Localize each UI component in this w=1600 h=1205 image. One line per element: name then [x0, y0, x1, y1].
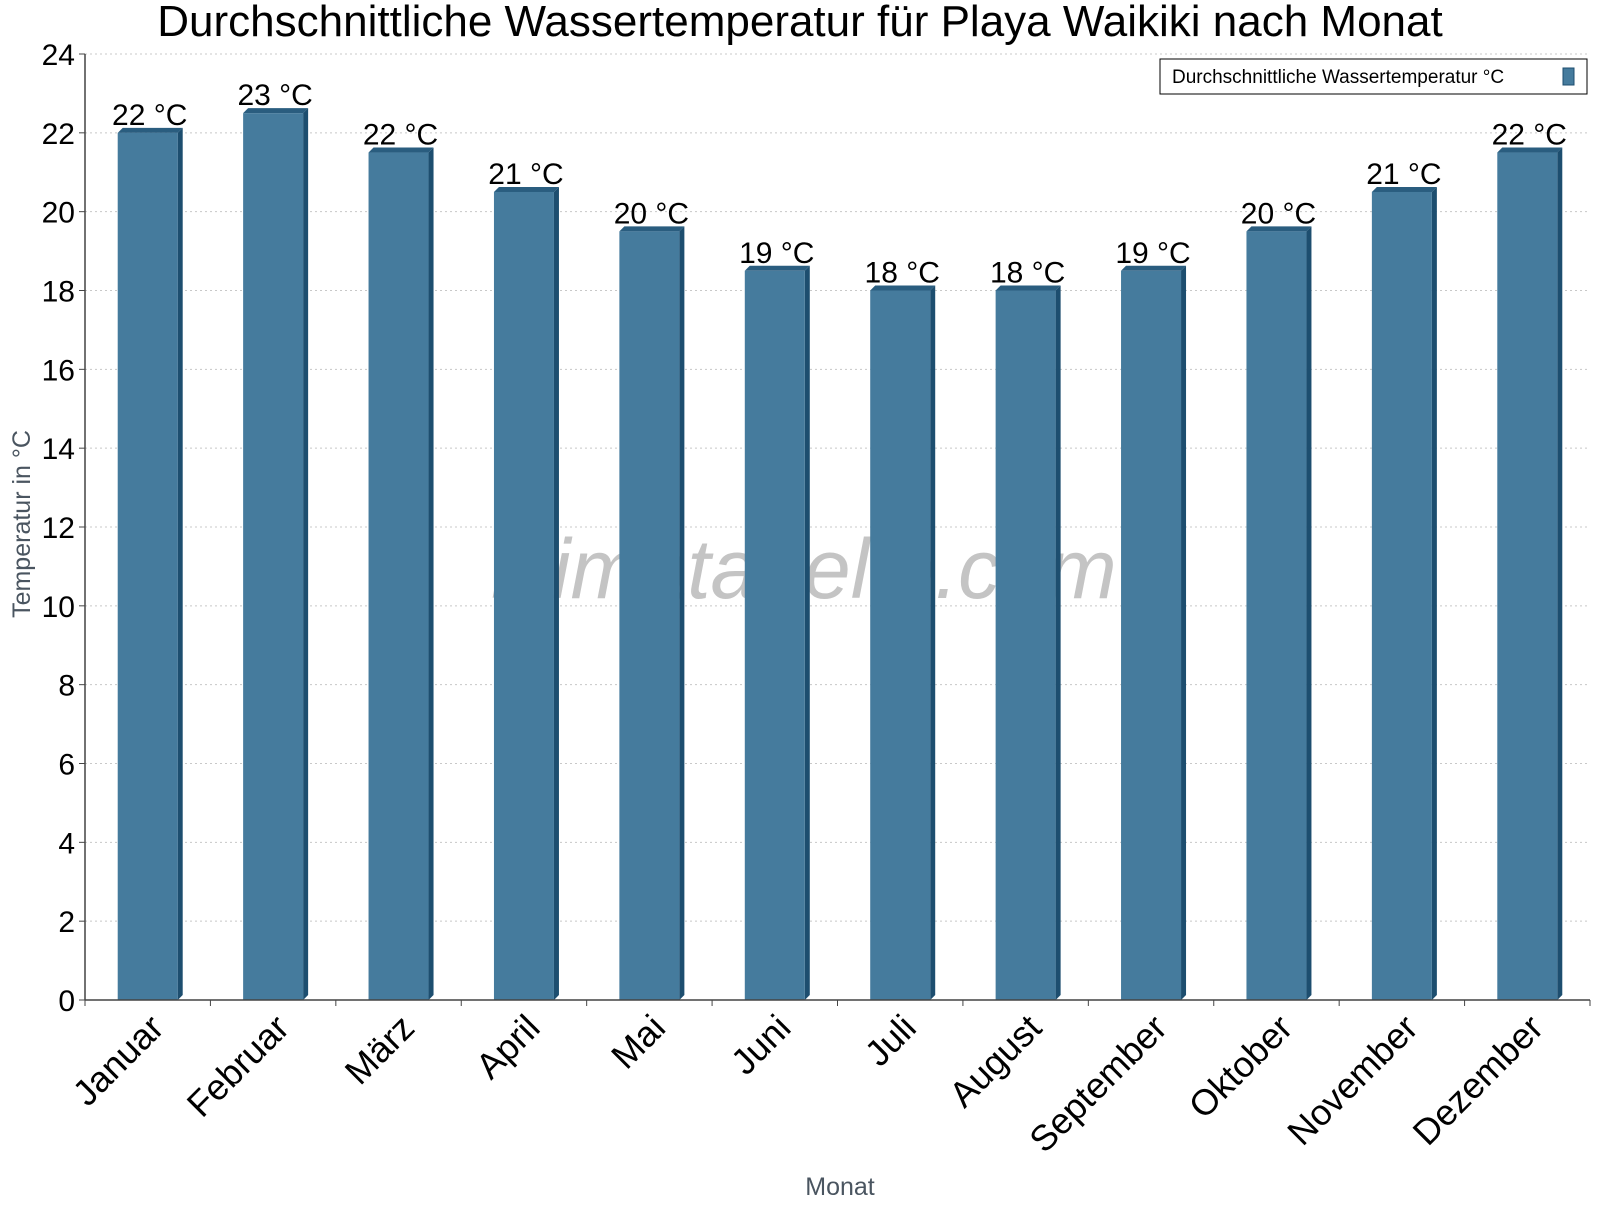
data-label: 23 °C: [237, 79, 312, 112]
legend-swatch: [1562, 67, 1575, 86]
y-tick-label: 16: [42, 354, 75, 387]
data-label: 22 °C: [1492, 119, 1567, 152]
chart-title: Durchschnittliche Wassertemperatur für P…: [157, 0, 1442, 46]
bar: [1121, 270, 1182, 1001]
y-tick-label: 22: [42, 118, 75, 151]
y-tick-label: 14: [42, 433, 75, 466]
y-tick-label: 24: [42, 39, 75, 72]
bar-side: [1306, 226, 1312, 1000]
bar-side: [804, 265, 810, 1001]
y-tick-label: 8: [58, 670, 75, 703]
bar-side: [930, 285, 936, 1000]
bar: [744, 270, 805, 1001]
bar-top: [243, 108, 309, 114]
x-tick-label: Februar: [179, 1007, 297, 1125]
bar-side: [1557, 147, 1563, 1000]
bar: [1497, 152, 1558, 1000]
x-tick-label: Juni: [723, 1007, 799, 1083]
x-tick-label: April: [468, 1007, 548, 1087]
bar-side: [1431, 186, 1437, 1001]
x-tick-label: Juli: [857, 1007, 924, 1074]
x-tick-label: Mai: [603, 1007, 673, 1077]
y-tick-label: 2: [58, 906, 75, 939]
bar-side: [553, 186, 559, 1001]
data-labels: 22 °C 23 °C 22 °C 21 °C 20 °C 19 °C 18 °C 18 °C…: [112, 79, 1567, 289]
bar: [117, 132, 178, 1001]
data-label: 19 °C: [739, 237, 814, 270]
x-tick-label: August: [941, 1007, 1049, 1115]
data-label: 20 °C: [614, 197, 689, 230]
bar-top: [1497, 147, 1563, 153]
bar-top: [870, 285, 936, 291]
bar-top: [619, 226, 685, 232]
x-tick-label: Dezember: [1405, 1007, 1551, 1153]
bar: [1371, 191, 1432, 1001]
bar-top: [493, 186, 559, 192]
y-tick-label: 18: [42, 276, 75, 309]
y-tick-label: 4: [58, 827, 75, 860]
data-label: 19 °C: [1115, 237, 1190, 270]
bar: [1246, 231, 1307, 1000]
x-tick-label: Januar: [65, 1007, 172, 1114]
data-label: 18 °C: [865, 257, 940, 290]
bar-side: [177, 127, 183, 1001]
data-label: 22 °C: [112, 99, 187, 132]
bar: [619, 231, 680, 1000]
bar-side: [679, 226, 685, 1000]
data-label: 20 °C: [1241, 197, 1316, 230]
y-tick-label: 10: [42, 591, 75, 624]
bar-top: [995, 285, 1061, 291]
bar-side: [303, 108, 309, 1000]
data-label: 18 °C: [990, 257, 1065, 290]
data-label: 21 °C: [1366, 158, 1441, 191]
bar-top: [1246, 226, 1312, 232]
bar-top: [117, 127, 183, 133]
grid-lines: [85, 53, 1590, 922]
x-tick-label: November: [1279, 1007, 1425, 1153]
data-label: 21 °C: [488, 158, 563, 191]
bar: [368, 152, 429, 1000]
bar-top: [1121, 265, 1187, 271]
x-tick-label: Oktober: [1181, 1007, 1301, 1127]
y-axis-title: Temperatur in °C: [8, 430, 36, 618]
bar: [493, 191, 554, 1001]
bar-top: [368, 147, 434, 153]
bar-side: [428, 147, 434, 1000]
y-tick-label: 6: [58, 749, 75, 782]
x-tick-label: September: [1021, 1007, 1175, 1161]
bar: [995, 290, 1056, 1000]
bar: [243, 113, 304, 1000]
bar: [870, 290, 931, 1000]
y-tick-label: 12: [42, 512, 75, 545]
bar-top: [1371, 186, 1437, 192]
bars: [117, 108, 1563, 1001]
legend-box: [1159, 58, 1588, 95]
y-tick-label: 0: [58, 985, 75, 1018]
bar-side: [1055, 285, 1061, 1000]
bar-top: [744, 265, 810, 271]
x-axis-title: Monat: [805, 1173, 875, 1200]
y-tick-label: 20: [42, 197, 75, 230]
bar-side: [1181, 265, 1187, 1001]
data-label: 22 °C: [363, 119, 438, 152]
legend-label: Durchschnittliche Wassertemperatur °C: [1172, 67, 1504, 88]
x-tick-label: März: [337, 1007, 423, 1093]
legend: Durchschnittliche Wassertemperatur °C: [1159, 58, 1588, 95]
